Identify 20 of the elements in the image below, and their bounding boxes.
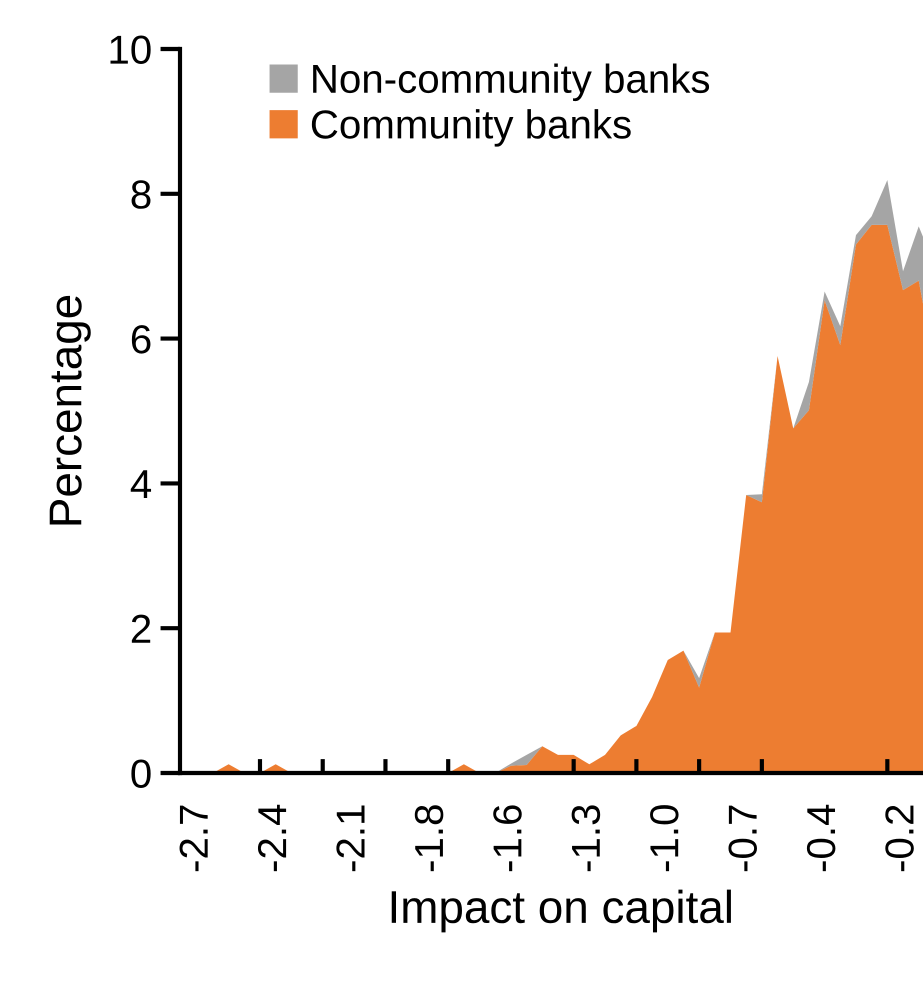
- x-tick-label: -2.7: [180, 806, 208, 872]
- legend-label: Non-community banks: [313, 64, 710, 102]
- x-tick-label: -0.4: [806, 804, 836, 872]
- x-axis-title: Impact on capital: [392, 890, 731, 932]
- legend-label: Community banks: [312, 109, 631, 147]
- x-tick-label: -1.3: [572, 805, 600, 872]
- y-tick-label: 4: [130, 470, 152, 498]
- y-tick-label: 8: [132, 180, 150, 209]
- x-tick-label: -0.7: [728, 806, 757, 872]
- y-tick-label: 6: [132, 325, 150, 354]
- x-tick-label: -1.8: [414, 805, 444, 872]
- y-tick-label: 2: [132, 614, 150, 643]
- x-tick-label: -1.6: [493, 805, 522, 872]
- y-tick-label: 10: [110, 35, 151, 64]
- y-tick-label: 0: [131, 759, 151, 788]
- x-tick-label: -2.1: [336, 806, 365, 872]
- y-axis-title: Percentage: [50, 296, 91, 524]
- x-tick-label: -0.2: [885, 806, 914, 872]
- x-tick-label: -1.0: [650, 805, 679, 872]
- x-tick-label: -2.4: [258, 804, 286, 872]
